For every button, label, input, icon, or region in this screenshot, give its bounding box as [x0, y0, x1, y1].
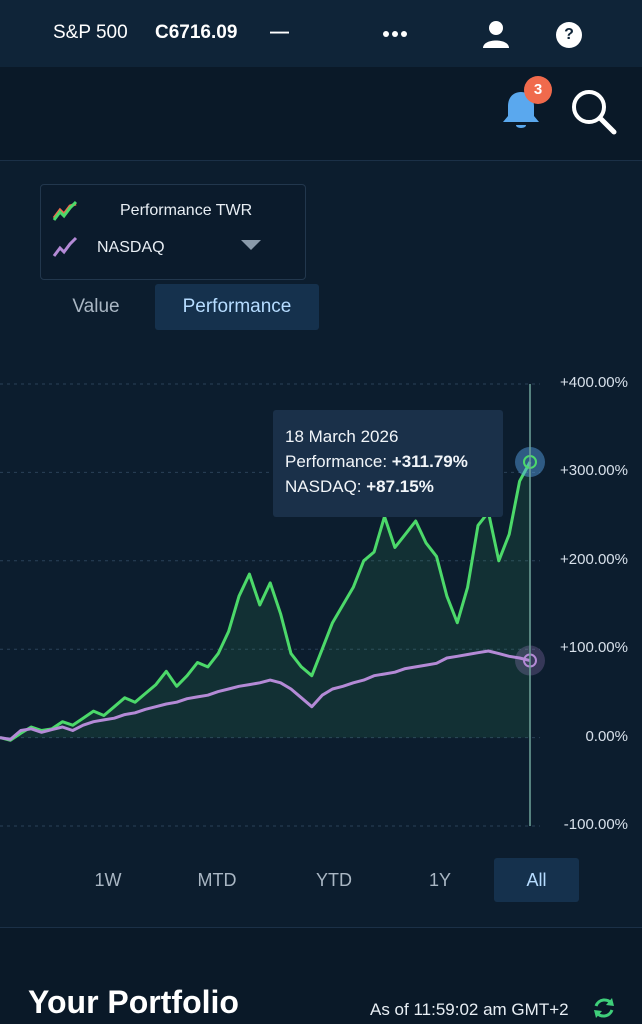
chevron-down-icon[interactable] [241, 240, 261, 250]
legend-performance-label: Performance TWR [120, 202, 253, 219]
tooltip-performance-label: Performance: [285, 452, 392, 471]
y-tick-label: +100.00% [560, 639, 628, 657]
ticker-name: S&P 500 [53, 22, 128, 43]
performance-chart-card [0, 160, 642, 928]
user-profile-icon[interactable] [480, 18, 512, 50]
y-tick-label: -100.00% [563, 816, 628, 833]
tooltip-benchmark-label: NASDAQ: [285, 477, 367, 496]
tab-value[interactable]: Value [72, 296, 120, 317]
help-icon[interactable]: ? [556, 22, 582, 48]
notification-badge: 3 [524, 76, 552, 104]
as-of-timestamp: As of 11:59:02 am GMT+2 [370, 1000, 569, 1019]
ticker-change: — [270, 22, 289, 43]
benchmark-line-icon [52, 236, 78, 257]
range-mtd[interactable]: MTD [197, 870, 237, 890]
range-ytd[interactable]: YTD [316, 870, 352, 890]
performance-line-icon [52, 200, 78, 221]
search-icon[interactable] [568, 86, 618, 136]
tooltip-performance-value: +311.79% [391, 452, 468, 471]
range-1w[interactable]: 1W [94, 870, 122, 890]
y-tick-label: 0.00% [585, 727, 628, 745]
series-selector[interactable] [40, 184, 306, 280]
tab-performance[interactable]: Performance [155, 284, 319, 330]
chart-tooltip: 18 March 2026 Performance: +311.79% NASD… [273, 410, 503, 517]
tooltip-benchmark-value: +87.15% [366, 477, 434, 496]
portfolio-title: Your Portfolio [28, 984, 239, 1020]
tooltip-performance: Performance: +311.79% [285, 449, 491, 474]
more-options-icon[interactable] [380, 22, 410, 46]
ticker-value: C6716.09 [155, 22, 238, 43]
range-all[interactable]: All [494, 858, 579, 902]
tooltip-date: 18 March 2026 [285, 427, 399, 446]
refresh-icon[interactable] [592, 996, 616, 1020]
ticker-bar [0, 0, 642, 67]
benchmark-series-line [0, 649, 531, 741]
tooltip-benchmark: NASDAQ: +87.15% [285, 474, 491, 499]
performance-series-line [0, 461, 532, 742]
y-tick-label: +300.00% [560, 462, 628, 480]
y-tick-label: +400.00% [560, 374, 628, 391]
range-1y[interactable]: 1Y [428, 870, 452, 890]
y-tick-label: +200.00% [560, 550, 628, 568]
legend-benchmark-label: NASDAQ [97, 239, 165, 256]
